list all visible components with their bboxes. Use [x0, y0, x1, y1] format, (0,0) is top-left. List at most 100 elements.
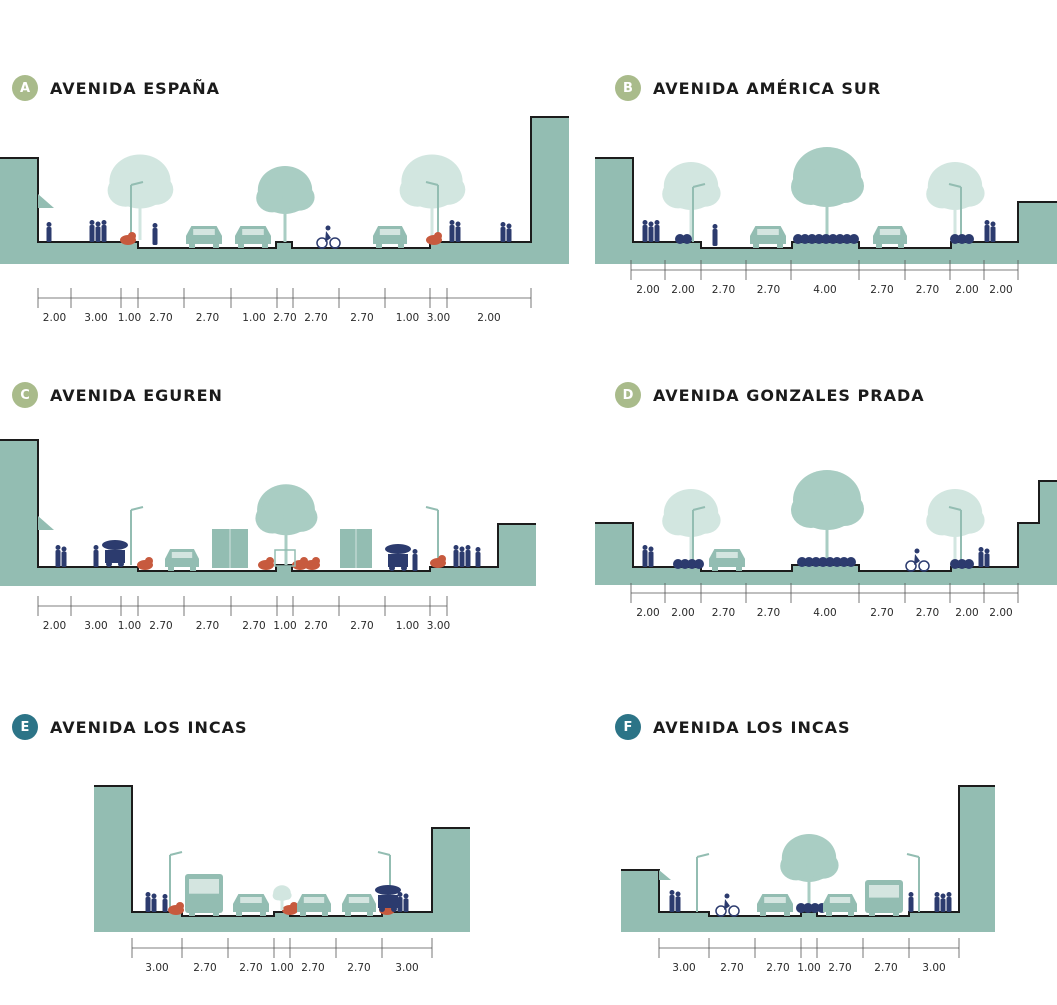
truck-icon — [212, 529, 248, 568]
section-f-cross-section: 3.00 2.70 2.70 1.00 2.70 2.70 3.00 — [621, 785, 995, 974]
tree-icon — [662, 489, 721, 565]
section-a-cross-section: 2.00 3.00 1.00 2.70 2.70 1.00 2.70 2.70 2.70 1.00… — [0, 116, 569, 324]
pedestrian-icon — [455, 221, 461, 242]
pedestrian-icon — [978, 547, 984, 567]
pedestrian-icon — [669, 890, 675, 912]
pedestrian-icon — [145, 892, 151, 912]
section-c-cross-section: 2.00 3.00 1.00 2.70 2.70 2.70 1.00 2.70 2.70 1.00… — [0, 439, 536, 632]
pedestrian-icon — [412, 549, 418, 571]
tree-icon — [107, 154, 174, 240]
shrub-icon — [675, 234, 692, 244]
pedestrian-icon — [89, 220, 95, 242]
section-d-header: D AVENIDA GONZALES PRADA — [615, 382, 925, 408]
tree-icon — [791, 147, 864, 242]
lane-width-label: 2.70 — [874, 962, 897, 974]
pedestrian-icon — [642, 220, 648, 242]
car-icon — [709, 549, 745, 571]
pedestrian-icon — [46, 222, 52, 242]
vendor-cart-icon — [385, 544, 411, 571]
section-f-header: F AVENIDA LOS INCAS — [615, 714, 851, 740]
lane-width-label: 2.00 — [671, 284, 694, 296]
pedestrian-icon — [453, 545, 459, 567]
shrub-icon — [797, 557, 856, 567]
street-lamp-icon — [130, 506, 144, 565]
lane-width-label: 2.70 — [916, 607, 939, 619]
lane-width-label: 2.70 — [870, 284, 893, 296]
tree-icon — [780, 834, 839, 910]
ground-profile-line — [595, 480, 1057, 572]
shrub-icon — [793, 234, 859, 244]
pedestrian-icon — [449, 220, 455, 242]
planter-icon — [258, 557, 274, 570]
pedestrian-icon — [403, 893, 409, 912]
car-icon — [373, 226, 407, 248]
lane-width-label: 2.00 — [43, 312, 66, 324]
lane-width-label: 2.00 — [671, 607, 694, 619]
tree-icon — [399, 154, 466, 240]
planter-icon — [137, 557, 153, 570]
lane-width-label: 2.70 — [196, 620, 219, 632]
pedestrian-icon — [908, 892, 914, 912]
lane-width-label: 1.00 — [242, 312, 265, 324]
lane-width-label: 1.00 — [270, 962, 293, 974]
pedestrian-icon — [151, 893, 157, 912]
ground-profile-line — [0, 439, 536, 572]
lane-width-label: 2.70 — [757, 284, 780, 296]
street-lamp-icon — [948, 506, 962, 565]
lane-width-label: 1.00 — [118, 312, 141, 324]
pedestrian-icon — [500, 222, 506, 242]
pedestrian-icon — [101, 220, 107, 242]
shrub-icon — [796, 903, 827, 913]
section-c-header: C AVENIDA EGUREN — [12, 382, 223, 408]
tree-icon — [256, 166, 315, 242]
lane-width-label: 1.00 — [118, 620, 141, 632]
vendor-cart-icon — [102, 540, 128, 567]
tree-icon — [662, 162, 721, 238]
lane-width-label: 2.00 — [43, 620, 66, 632]
pedestrian-icon — [712, 224, 718, 246]
lane-width-label: 2.70 — [304, 312, 327, 324]
pedestrian-icon — [397, 892, 403, 912]
street-lamp-icon — [906, 853, 920, 912]
lane-width-label: 2.00 — [636, 607, 659, 619]
section-a-header: A AVENIDA ESPAÑA — [12, 75, 220, 101]
lane-width-label: 3.00 — [427, 620, 450, 632]
terrain-fill — [595, 481, 1057, 585]
lane-width-label: 2.00 — [989, 607, 1012, 619]
tree-icon — [272, 885, 292, 910]
awning-shape — [38, 516, 54, 530]
tree-icon — [926, 162, 985, 238]
section-f-title: AVENIDA LOS INCAS — [653, 717, 851, 737]
terrain-fill — [0, 440, 536, 586]
planter-icon — [430, 555, 446, 568]
pedestrian-icon — [984, 548, 990, 567]
pedestrian-icon — [162, 894, 168, 912]
cyclist-icon — [316, 225, 341, 249]
pedestrian-icon — [465, 545, 471, 567]
pedestrian-icon — [506, 223, 512, 242]
lane-width-label: 4.00 — [813, 607, 836, 619]
street-lamp-icon — [130, 181, 144, 240]
lane-width-label: 2.70 — [301, 962, 324, 974]
truck-icon — [340, 529, 372, 568]
lane-width-label: 3.00 — [84, 312, 107, 324]
pedestrian-icon — [61, 546, 67, 567]
lane-width-label: 2.70 — [720, 962, 743, 974]
tree-grate-icon — [274, 549, 296, 567]
lane-width-label: 3.00 — [145, 962, 168, 974]
lane-width-label: 2.00 — [955, 607, 978, 619]
planter-icon — [168, 902, 184, 915]
street-lamp-icon — [696, 853, 710, 912]
pedestrian-icon — [642, 545, 648, 567]
lane-width-label: 3.00 — [395, 962, 418, 974]
ground-profile-line — [94, 785, 470, 917]
lane-width-label: 2.70 — [304, 620, 327, 632]
section-d-cross-section: 2.00 2.00 2.70 2.70 4.00 2.70 2.70 2.00 2.00 — [595, 470, 1057, 619]
pedestrian-icon — [675, 891, 681, 912]
planter-icon — [120, 232, 136, 245]
pedestrian-icon — [946, 892, 952, 912]
car-icon — [342, 894, 376, 916]
pedestrian-icon — [654, 220, 660, 242]
pedestrian-icon — [152, 223, 158, 245]
car-icon — [165, 549, 199, 571]
